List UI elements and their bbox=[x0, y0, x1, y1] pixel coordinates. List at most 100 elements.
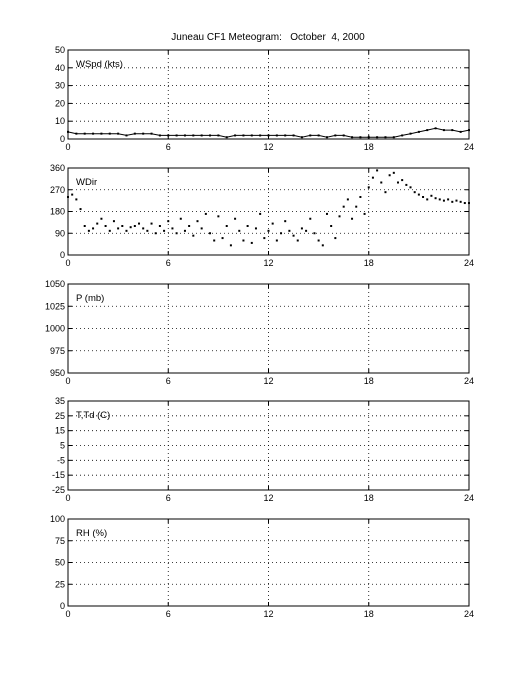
data-point bbox=[359, 196, 362, 198]
data-point bbox=[96, 222, 99, 225]
data-point bbox=[334, 237, 337, 240]
data-point bbox=[376, 136, 379, 139]
x-tick-label: 18 bbox=[364, 258, 374, 268]
data-point bbox=[355, 205, 358, 208]
data-point bbox=[363, 212, 366, 215]
data-point bbox=[392, 171, 395, 174]
data-point bbox=[434, 127, 437, 130]
x-tick-label: 12 bbox=[263, 609, 273, 619]
data-point bbox=[430, 194, 433, 197]
data-point bbox=[288, 229, 291, 232]
x-tick-label: 6 bbox=[166, 258, 171, 268]
data-point bbox=[79, 208, 82, 211]
data-point bbox=[384, 191, 387, 194]
data-point bbox=[259, 134, 262, 137]
data-point bbox=[309, 217, 312, 220]
y-tick-label: 5 bbox=[60, 441, 65, 451]
data-point bbox=[217, 215, 220, 218]
data-point bbox=[221, 237, 224, 240]
data-point bbox=[305, 229, 308, 232]
data-point bbox=[417, 193, 420, 196]
data-point bbox=[192, 134, 195, 137]
data-point bbox=[92, 132, 95, 135]
data-point bbox=[300, 227, 303, 230]
data-point bbox=[413, 191, 416, 194]
data-point bbox=[325, 136, 328, 139]
data-point bbox=[317, 134, 320, 137]
x-tick-label: 6 bbox=[166, 376, 171, 386]
data-point bbox=[300, 136, 303, 139]
data-point bbox=[451, 129, 454, 132]
data-point bbox=[451, 200, 454, 203]
data-point bbox=[284, 220, 287, 223]
data-point bbox=[426, 129, 429, 132]
data-point bbox=[225, 136, 228, 139]
data-point bbox=[263, 237, 266, 240]
x-tick-label: 24 bbox=[464, 493, 474, 503]
data-point bbox=[75, 132, 78, 135]
data-point bbox=[296, 239, 299, 242]
data-point bbox=[459, 130, 462, 133]
data-point bbox=[392, 136, 395, 139]
data-point bbox=[100, 217, 103, 220]
data-point bbox=[342, 134, 345, 137]
data-point bbox=[213, 239, 216, 242]
data-point bbox=[175, 232, 178, 235]
data-point bbox=[71, 193, 74, 196]
data-point bbox=[242, 239, 245, 242]
data-point bbox=[146, 229, 149, 232]
y-tick-label: 35 bbox=[55, 396, 65, 406]
data-point bbox=[338, 215, 341, 218]
data-point bbox=[117, 227, 120, 230]
x-tick-label: 24 bbox=[464, 609, 474, 619]
y-tick-label: 30 bbox=[55, 81, 65, 91]
data-point bbox=[376, 169, 379, 172]
y-tick-label: 1050 bbox=[45, 279, 65, 289]
data-point bbox=[108, 132, 111, 135]
panel-3: 0 6 12 18 24 950 975 1000 1025 1050 P (mb) bbox=[45, 279, 474, 386]
data-point bbox=[434, 197, 437, 200]
data-point bbox=[409, 186, 412, 189]
y-tick-label: 75 bbox=[55, 536, 65, 546]
x-tick-label: 18 bbox=[364, 609, 374, 619]
y-tick-label: 950 bbox=[50, 368, 65, 378]
data-point bbox=[409, 132, 412, 135]
data-point bbox=[133, 132, 136, 135]
y-tick-label: 1025 bbox=[45, 301, 65, 311]
data-point bbox=[117, 132, 120, 135]
data-point bbox=[396, 181, 399, 184]
x-tick-label: 12 bbox=[263, 142, 273, 152]
data-point bbox=[225, 225, 228, 227]
data-point bbox=[259, 212, 262, 215]
y-tick-label: -25 bbox=[52, 485, 65, 495]
data-point bbox=[317, 239, 320, 242]
x-tick-label: 6 bbox=[166, 493, 171, 503]
x-tick-label: 0 bbox=[65, 493, 70, 503]
data-point bbox=[275, 239, 278, 242]
data-point bbox=[388, 174, 391, 177]
data-point bbox=[196, 220, 199, 223]
x-tick-label: 0 bbox=[65, 609, 70, 619]
data-point bbox=[133, 225, 136, 227]
data-point bbox=[112, 220, 115, 223]
data-point bbox=[346, 198, 349, 201]
data-point bbox=[142, 132, 145, 135]
data-point bbox=[442, 199, 445, 202]
data-point bbox=[334, 134, 337, 137]
data-point bbox=[200, 134, 203, 137]
panel-5: 0 6 12 18 24 0 25 50 75 100 RH (%) bbox=[50, 514, 474, 619]
panel-ylabel: RH (%) bbox=[76, 528, 107, 539]
data-point bbox=[75, 198, 78, 201]
data-point bbox=[183, 229, 186, 232]
panel-ylabel: WSpd (kts) bbox=[76, 59, 123, 70]
y-tick-label: 10 bbox=[55, 116, 65, 126]
data-point bbox=[254, 227, 257, 230]
y-tick-label: -15 bbox=[52, 470, 65, 480]
data-point bbox=[179, 217, 182, 220]
data-point bbox=[246, 225, 249, 227]
data-point bbox=[292, 134, 295, 137]
data-point bbox=[87, 229, 90, 232]
data-point bbox=[129, 226, 132, 229]
data-point bbox=[154, 232, 157, 235]
data-point bbox=[447, 198, 450, 201]
